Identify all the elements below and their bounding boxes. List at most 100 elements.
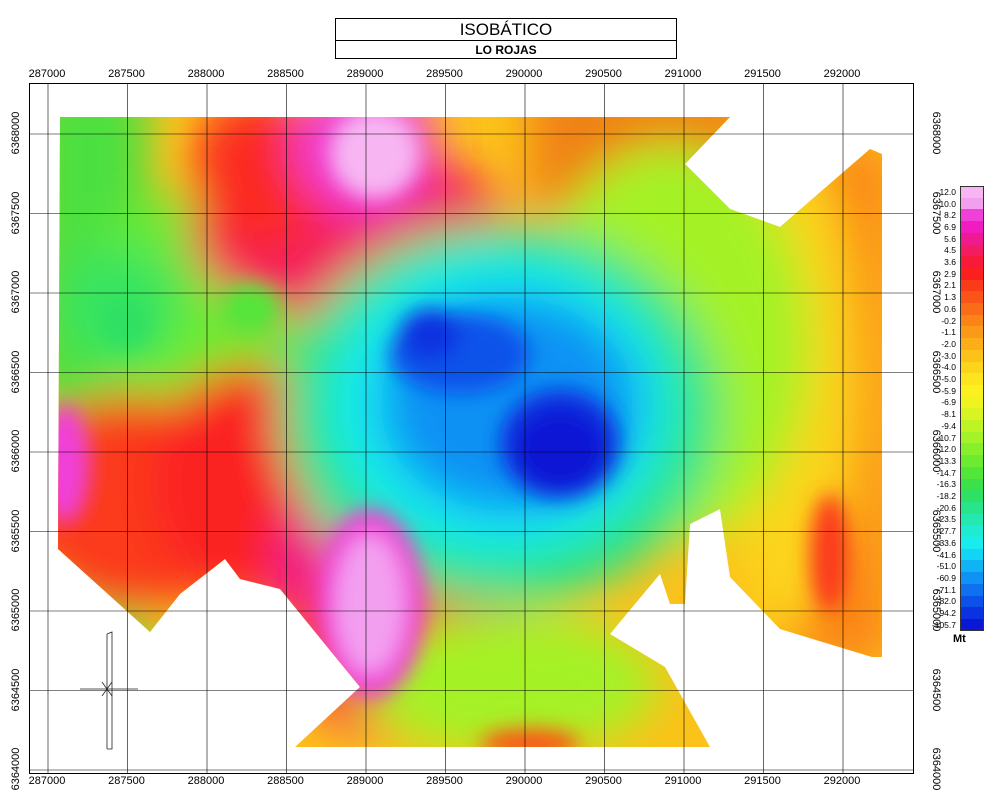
legend-swatch xyxy=(960,548,984,561)
legend-label: 10.0 xyxy=(939,198,956,209)
legend-label: -60.9 xyxy=(936,572,956,583)
legend-label: 1.3 xyxy=(944,292,956,303)
x-tick-label-top: 287500 xyxy=(108,68,145,80)
y-tick-label-left: 6368000 xyxy=(10,111,22,155)
legend-label: -5.9 xyxy=(941,385,956,396)
legend-label: 2.9 xyxy=(944,268,956,279)
legend-label: -9.4 xyxy=(941,420,956,431)
legend-swatch xyxy=(960,501,984,514)
legend-swatch xyxy=(960,326,984,339)
legend-label: -3.0 xyxy=(941,350,956,361)
x-tick-label-bottom: 288000 xyxy=(187,775,225,787)
legend-unit: Mt xyxy=(953,633,966,645)
legend-swatch xyxy=(960,361,984,374)
map-subtitle: LO ROJAS xyxy=(475,43,537,57)
legend-swatch xyxy=(960,256,984,269)
legend-swatch xyxy=(960,595,984,608)
legend-label: -5.0 xyxy=(941,374,956,385)
legend-swatch xyxy=(960,186,984,199)
legend-swatch xyxy=(960,244,984,257)
x-tick-label-top: 291000 xyxy=(664,68,702,80)
legend-swatch xyxy=(960,583,984,596)
y-tick-label-right: 6367000 xyxy=(930,270,942,314)
legend-label: 8.2 xyxy=(944,210,956,221)
legend-swatch xyxy=(960,525,984,538)
y-tick-label-left: 6364500 xyxy=(10,668,22,711)
legend-swatch xyxy=(960,560,984,573)
legend-swatch xyxy=(960,572,984,585)
y-tick-label-right: 6364000 xyxy=(930,747,942,791)
legend-label: -51.0 xyxy=(936,561,956,572)
x-tick-label-top: 291500 xyxy=(744,68,781,80)
x-tick-label-top: 292000 xyxy=(823,68,861,80)
legend-label: 12.0 xyxy=(939,186,956,197)
legend-label: -6.9 xyxy=(941,397,956,408)
legend-swatch xyxy=(960,291,984,304)
legend-swatch xyxy=(960,431,984,444)
legend-label: 3.6 xyxy=(944,257,956,268)
isobath-map[interactable] xyxy=(30,84,914,774)
legend-swatch xyxy=(960,490,984,503)
y-tick-label-left: 6367000 xyxy=(10,270,22,314)
legend-swatch xyxy=(960,455,984,468)
legend-label: -27.7 xyxy=(936,526,956,537)
legend-swatch xyxy=(960,349,984,362)
legend-label: -82.0 xyxy=(936,596,956,607)
grid-lines xyxy=(30,84,913,773)
legend-swatch xyxy=(960,314,984,327)
x-tick-label-top: 288000 xyxy=(187,68,225,80)
x-tick-label-top: 288500 xyxy=(267,68,304,80)
x-tick-label-top: 290500 xyxy=(585,68,622,80)
x-tick-label-bottom: 289500 xyxy=(426,775,463,787)
north-arrow xyxy=(80,631,138,750)
x-tick-label-top: 289500 xyxy=(426,68,463,80)
legend-swatch xyxy=(960,373,984,386)
legend-swatch xyxy=(960,384,984,397)
legend-swatch xyxy=(960,408,984,421)
x-tick-label-bottom: 291500 xyxy=(744,775,781,787)
legend-label: 6.9 xyxy=(944,221,956,232)
legend-swatch xyxy=(960,303,984,316)
legend-label: -13.3 xyxy=(936,455,956,466)
x-tick-label-bottom: 287000 xyxy=(28,775,66,787)
legend-swatch xyxy=(960,221,984,234)
legend-swatch xyxy=(960,267,984,280)
legend-label: 4.5 xyxy=(944,245,956,256)
legend-swatch xyxy=(960,478,984,491)
legend-label: -33.6 xyxy=(936,537,956,548)
y-tick-label-right: 6368000 xyxy=(930,111,942,155)
x-tick-label-bottom: 292000 xyxy=(823,775,861,787)
legend-swatch xyxy=(960,443,984,456)
legend-swatch xyxy=(960,279,984,292)
legend-label: -8.1 xyxy=(941,409,956,420)
x-tick-label-bottom: 290500 xyxy=(585,775,622,787)
legend-label: -18.2 xyxy=(936,491,956,502)
legend-swatch xyxy=(960,396,984,409)
legend-swatch xyxy=(960,420,984,433)
legend-label: 5.6 xyxy=(944,233,956,244)
legend-label: -4.0 xyxy=(941,362,956,373)
x-tick-label-top: 290000 xyxy=(505,68,543,80)
legend-label: -71.1 xyxy=(936,584,956,595)
legend-swatch xyxy=(960,513,984,526)
legend-label: -20.6 xyxy=(936,502,956,513)
contour-surface xyxy=(58,117,882,747)
y-tick-label-left: 6364000 xyxy=(10,747,22,791)
legend-swatch xyxy=(960,466,984,479)
legend-label: -23.5 xyxy=(936,514,956,525)
legend-label: -0.2 xyxy=(941,315,956,326)
x-tick-label-bottom: 290000 xyxy=(505,775,543,787)
y-tick-label-left: 6365000 xyxy=(10,588,22,632)
legend-label: -14.7 xyxy=(936,467,956,478)
y-tick-label-left: 6366500 xyxy=(10,350,22,393)
map-frame[interactable] xyxy=(29,83,914,774)
x-tick-label-bottom: 288500 xyxy=(267,775,304,787)
x-tick-label-bottom: 289000 xyxy=(346,775,384,787)
legend-label: -2.0 xyxy=(941,338,956,349)
title-box: ISOBÁTICO LO ROJAS xyxy=(335,18,677,59)
map-title: ISOBÁTICO xyxy=(336,19,676,41)
y-tick-label-left: 6367500 xyxy=(10,191,22,234)
y-tick-label-left: 6365500 xyxy=(10,509,22,552)
legend-label: -105.7 xyxy=(931,619,956,630)
y-tick-label-right: 6366500 xyxy=(930,350,942,393)
